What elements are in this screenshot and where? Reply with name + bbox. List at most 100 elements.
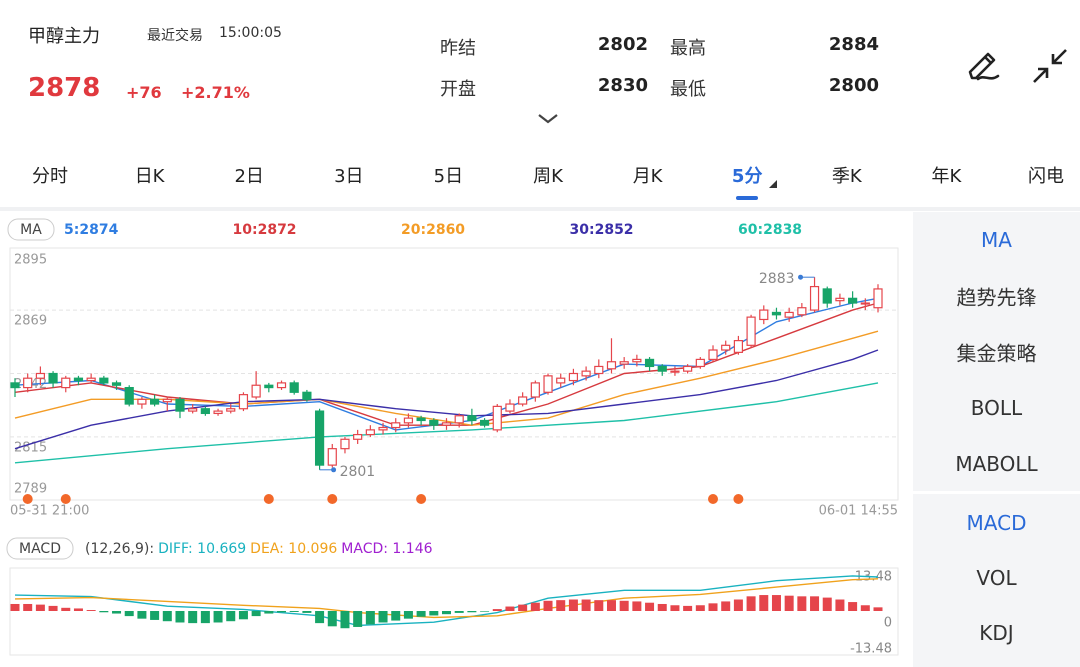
macd-bar (518, 604, 528, 611)
macd-bar (822, 597, 832, 611)
macd-bar (746, 596, 756, 611)
candle-body (683, 365, 693, 372)
indicator-option[interactable]: VOL (976, 566, 1017, 590)
indicator-option[interactable]: 集金策略 (956, 341, 1037, 366)
period-tab[interactable]: 日K (134, 166, 165, 187)
macd-bar (556, 600, 566, 611)
period-tab[interactable]: 分时 (32, 166, 68, 187)
candle-body (835, 297, 845, 302)
last-trade-label: 最近交易 (147, 28, 203, 44)
macd-bar (480, 611, 490, 612)
candle-body (340, 438, 350, 450)
extreme-label: 2883 (759, 271, 795, 287)
y-tick-label: 2789 (14, 482, 47, 497)
macd-chip[interactable] (6, 537, 74, 560)
legend-entry: 20:2860 (401, 222, 465, 238)
macd-bar (35, 604, 45, 611)
y-tick-label: 2815 (14, 440, 47, 455)
stat-value: 2800 (828, 75, 879, 96)
macd-bar (771, 595, 781, 611)
macd-bar (581, 599, 591, 611)
macd-bar (48, 605, 58, 611)
macd-bar (505, 606, 515, 611)
candle-body (314, 410, 325, 466)
indicator-option[interactable]: MABOLL (955, 452, 1038, 476)
ma-chip[interactable] (7, 218, 55, 241)
candle-body (302, 391, 312, 400)
collapse-icon[interactable] (1030, 46, 1070, 86)
candle-body (213, 410, 223, 415)
period-tab[interactable]: 年K (931, 166, 962, 187)
candle-body (327, 448, 337, 466)
macd-bar (150, 611, 160, 620)
candle-body (175, 398, 185, 412)
macd-bar (403, 611, 413, 619)
macd-bar (848, 602, 858, 611)
candle-body (594, 365, 604, 375)
candle-body (264, 384, 274, 389)
candle-body (162, 398, 172, 403)
ma-chip-label: MA (20, 222, 42, 238)
macd-chip-label: MACD (19, 541, 61, 557)
macd-bar (657, 603, 667, 611)
candle-body (822, 288, 832, 304)
period-tab[interactable]: 周K (533, 166, 563, 187)
macd-bar (860, 605, 870, 611)
period-tab[interactable]: 3日 (334, 166, 364, 187)
indicator-option[interactable]: MACD (966, 511, 1027, 535)
period-tab[interactable]: 5分 (731, 166, 763, 187)
candle-body (251, 384, 261, 398)
chart-area: MA MACD 2895286928422815278905-31 21:000… (6, 218, 899, 657)
stat-value: 2884 (828, 34, 879, 55)
macd-bar (810, 596, 820, 611)
period-tab[interactable]: 5日 (433, 166, 464, 187)
macd-bar (467, 611, 477, 613)
candle-body (150, 398, 160, 405)
signal-dot (733, 494, 744, 504)
period-tab[interactable]: 2日 (234, 166, 264, 187)
legend-entry: MACD: 1.146 (341, 541, 432, 557)
last-trade-time: 15:00:05 (219, 25, 282, 41)
candle-body (492, 405, 502, 431)
candle-body (759, 309, 769, 321)
candle-body (644, 358, 655, 368)
macd-bar (289, 611, 299, 612)
macd-bar (873, 607, 883, 611)
candle-body (721, 344, 731, 351)
price-change-pct: +2.71% (181, 83, 250, 102)
macd-bar (226, 611, 236, 622)
indicator-option[interactable]: BOLL (970, 396, 1023, 420)
y-tick-label: 2895 (14, 253, 47, 268)
macd-frame (9, 567, 899, 656)
candle-body (543, 375, 553, 393)
candle-body (518, 396, 528, 405)
indicator-option[interactable]: MA (981, 228, 1012, 252)
signal-dot (22, 494, 33, 504)
candle-body (429, 419, 439, 426)
macd-bar (213, 611, 223, 623)
candle-body (530, 382, 540, 398)
period-tab[interactable]: 季K (831, 166, 862, 187)
macd-bar (391, 611, 401, 621)
indicator-option[interactable]: KDJ (979, 621, 1014, 645)
candle-body (99, 377, 109, 384)
macd-bar (112, 611, 122, 614)
period-tab[interactable]: 闪电 (1028, 166, 1064, 187)
macd-bar (378, 611, 388, 623)
macd-bar (365, 611, 375, 625)
stat-label: 昨结 (440, 38, 476, 59)
period-tab[interactable]: 月K (632, 166, 663, 187)
candle-body (746, 316, 756, 346)
indicator-option[interactable]: 趋势先锋 (956, 285, 1037, 310)
expand-chevron[interactable] (536, 112, 560, 126)
macd-bar (175, 611, 185, 623)
signal-dot (416, 494, 427, 504)
candle-body (200, 408, 210, 415)
candle-body (670, 370, 680, 373)
draw-icon[interactable] (964, 46, 1004, 86)
macd-bar (277, 611, 287, 613)
candle-body (708, 349, 718, 361)
tab-underline (736, 196, 759, 200)
y-tick-label: 0 (884, 616, 892, 631)
candle-body (73, 377, 84, 382)
